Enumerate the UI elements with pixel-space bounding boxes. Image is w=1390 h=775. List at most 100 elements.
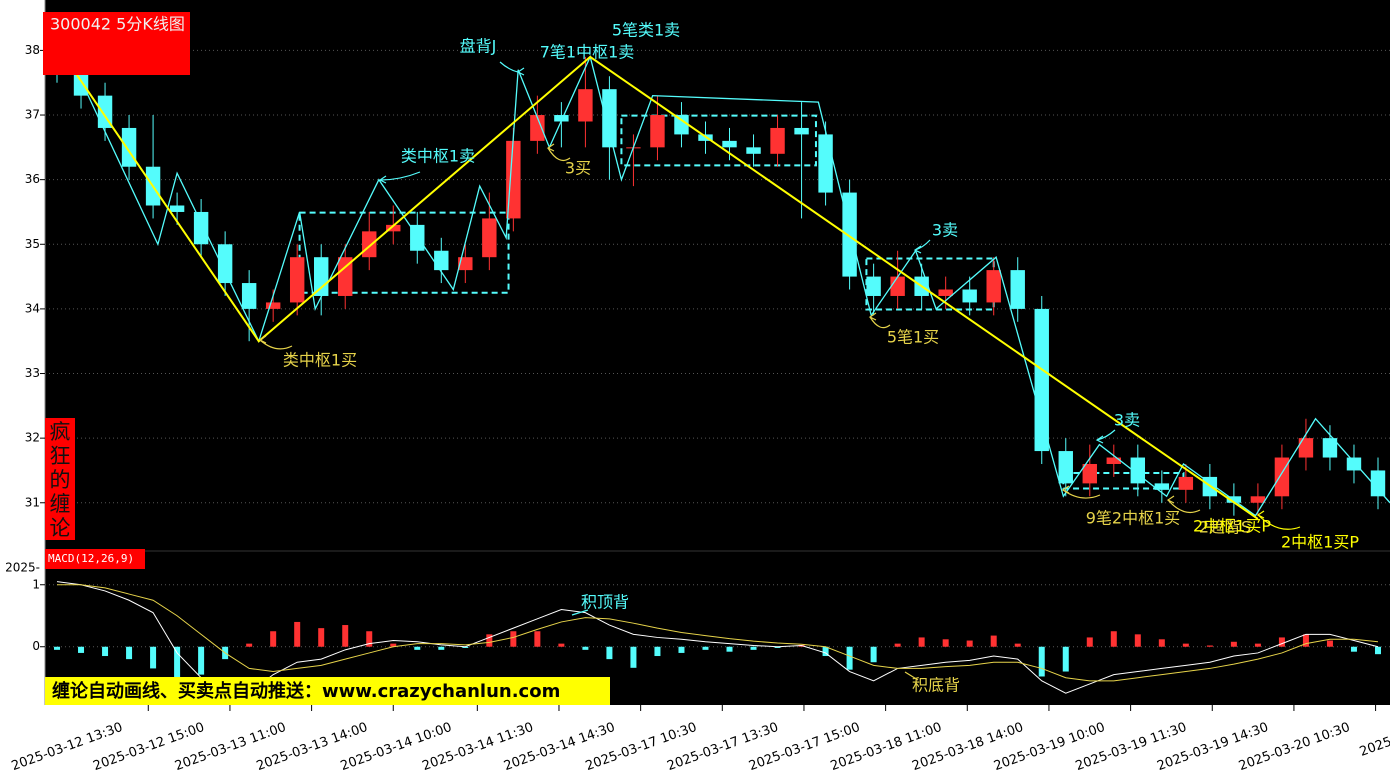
annotation: 类中枢1买 [283,351,357,370]
candle-body [770,127,785,154]
macd-bar [990,635,997,647]
macd-bar [1086,637,1093,647]
annotation: 2趋背S [1199,518,1251,537]
candle-body [866,276,881,296]
macd-bar [1014,643,1021,647]
candle-body [121,127,137,167]
macd-bar [1206,645,1213,647]
macd-bar [774,646,781,648]
candle-body [1298,438,1314,458]
macd-bar [438,646,445,650]
macd-bar [870,646,877,663]
macd-bar [750,646,757,650]
candle-body [169,205,185,212]
annotation-arrow [546,143,571,161]
macd-bar [102,646,109,657]
macd-bar [462,646,469,648]
macd-bar [246,643,253,647]
macd-bar [558,643,565,647]
candle-body [890,276,905,296]
stroke-line [69,54,1390,517]
candle-body [1010,270,1025,309]
candle-body [962,289,977,303]
candle-body [1250,496,1266,503]
annotation-arrow [1061,485,1101,499]
macd-bar [126,646,133,660]
candle-body [482,218,497,258]
annotation-arrow [378,171,421,184]
macd-bar [270,631,277,647]
macd-tick-label: 0 [32,639,40,653]
macd-bar [1254,643,1261,647]
macd-title-box [45,549,145,569]
candle-body [1274,457,1290,497]
candle-body [1082,463,1097,484]
candle-body [794,127,809,135]
labels: 300042 5分K线图 MACD(12,26,9) 2025- 缠论自动画线、… [5,12,610,705]
candle-body [746,147,761,154]
side-label: 疯狂的缠论 [45,418,75,540]
candle-body [554,115,569,122]
annotation-arrow [1095,429,1116,444]
macd-bar [678,646,685,653]
annotation: 类中枢1卖 [401,147,475,166]
banner-box [45,677,610,705]
segment-line [68,55,1259,520]
candle-body [1346,457,1362,471]
macd-bar [894,643,901,647]
macd-bar [198,646,205,675]
macd-bar [510,631,517,647]
macd-bar [174,646,181,678]
y-tick-label: 33 [25,366,40,380]
macd-bar [342,625,349,647]
annotation: 3卖 [932,221,958,240]
macd-bar [966,640,973,647]
macd-bar [150,646,157,669]
candle-body [289,257,305,303]
macd-bar [366,631,373,647]
y-tick-label: 38 [25,43,40,57]
candle-body [938,289,953,296]
main-panel [45,43,1390,520]
annotation-arrow [499,61,525,76]
pivot-box [298,211,510,294]
candle-body [338,257,353,296]
macd-bar [1302,634,1309,647]
candle-body [193,211,209,245]
macd-bar [486,634,493,647]
macd-bar [1230,641,1237,647]
macd-bar [1374,646,1381,655]
macd-bar [582,646,589,650]
y-tick-label: 32 [25,431,40,445]
annotation-arrow [868,312,891,329]
macd-bar [1134,634,1141,647]
annotation: 7笔1中枢1卖 [540,43,635,62]
macd-annotation: 积底背 [912,676,960,695]
annotation-arrow [1166,495,1201,513]
macd-bar [1350,646,1357,652]
macd-bar [918,637,925,647]
macd-panel [45,581,1390,694]
candle-body [1154,483,1170,490]
candle-body [674,115,689,135]
annotation: 9笔2中枢1买 [1086,509,1181,528]
annotation: 3卖 [1114,411,1140,430]
macd-bar [942,639,949,647]
macd-bar [630,646,637,668]
annotation: 3买 [565,159,591,178]
annotation-arrow [1256,510,1301,530]
macd-tick-label: 1 [32,577,40,591]
macd-bar [1158,639,1165,647]
macd-bar [390,643,397,647]
banner: 缠论自动画线、买卖点自动推送：www.crazychanlun.com [52,680,560,702]
annotation-arrow [913,239,931,254]
macd-bar [1182,643,1189,647]
candle-body [458,257,473,271]
candle-body [818,134,833,193]
annotation: 2中枢1买P [1193,517,1271,536]
macd-bar [606,646,613,660]
candle-body [1034,308,1049,452]
macd-header: 2025- [5,561,40,575]
macd-bar [1278,637,1285,647]
